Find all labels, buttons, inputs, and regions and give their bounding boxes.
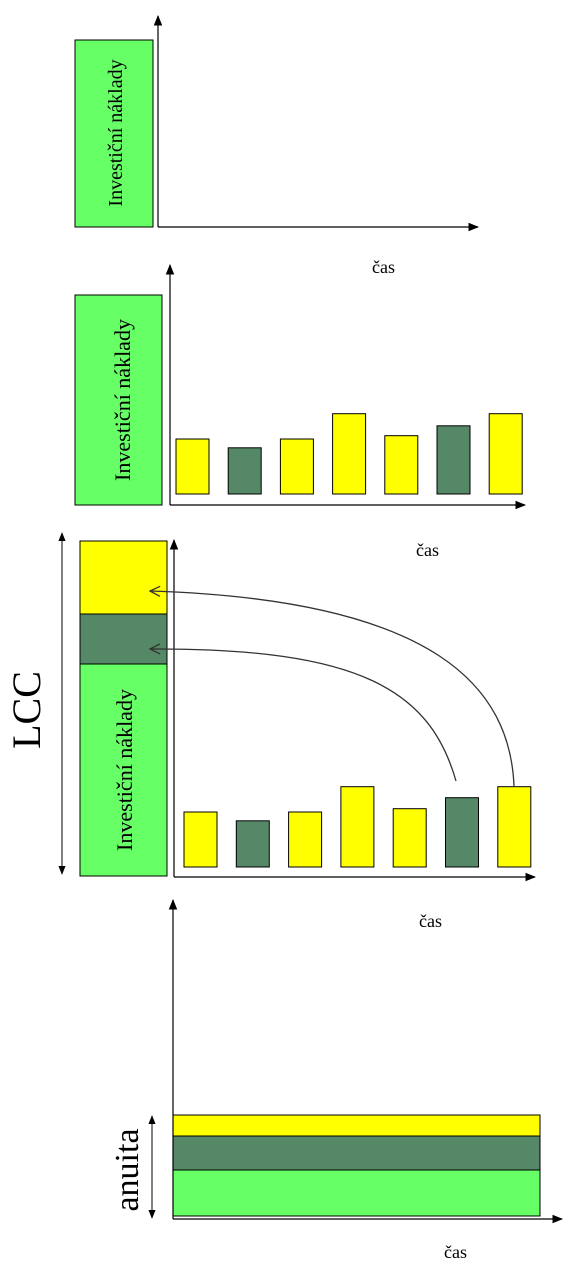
x-axis-label: čas — [444, 1242, 467, 1262]
investment-block — [74, 294, 163, 506]
operating-cost-bar-dark — [227, 447, 262, 495]
lcc-label: LCC — [4, 671, 49, 749]
operating-cost-bar-yellow — [175, 438, 210, 495]
operating-cost-bars — [175, 413, 523, 495]
operating-cost-bar-dark — [445, 797, 479, 868]
x-axis-label: čas — [416, 540, 439, 560]
investment-label: Investiční náklady — [112, 689, 137, 851]
panel-1: Investiční náklady čas — [74, 14, 480, 277]
transfer-arrow-yellow — [150, 591, 515, 787]
operating-cost-bar-yellow — [288, 811, 323, 868]
transfer-arrow-dark — [150, 649, 457, 782]
operating-cost-bar-yellow — [279, 438, 314, 495]
operating-cost-bar-yellow — [488, 413, 523, 495]
dark-cost-block — [79, 613, 168, 665]
operating-cost-bars — [183, 786, 532, 868]
operating-cost-bar-yellow — [183, 811, 218, 868]
operating-cost-bar-yellow — [340, 786, 375, 868]
panel-4: anuita čas — [109, 898, 564, 1262]
operating-cost-bar-dark — [436, 425, 471, 495]
operating-cost-bar-yellow — [332, 413, 367, 495]
operating-cost-bar-yellow — [384, 435, 419, 495]
yellow-cost-block — [79, 540, 168, 615]
annuity-label: anuita — [109, 1128, 146, 1211]
yellow-band — [172, 1114, 541, 1137]
investment-block — [74, 39, 154, 228]
operating-cost-bar-dark — [235, 820, 270, 868]
investment-label: Investiční náklady — [105, 59, 127, 206]
panel-3: Investiční náklady LCC čas — [4, 532, 537, 931]
x-axis-label: čas — [372, 257, 395, 277]
x-axis-label: čas — [419, 911, 442, 931]
panel-2: Investiční náklady čas — [74, 263, 527, 560]
investment-block — [79, 663, 168, 877]
dark-band — [172, 1135, 541, 1171]
operating-cost-bar-yellow — [392, 808, 427, 868]
investment-label: Investiční náklady — [110, 319, 135, 481]
operating-cost-bar-yellow — [497, 786, 532, 868]
investment-band — [172, 1169, 541, 1217]
